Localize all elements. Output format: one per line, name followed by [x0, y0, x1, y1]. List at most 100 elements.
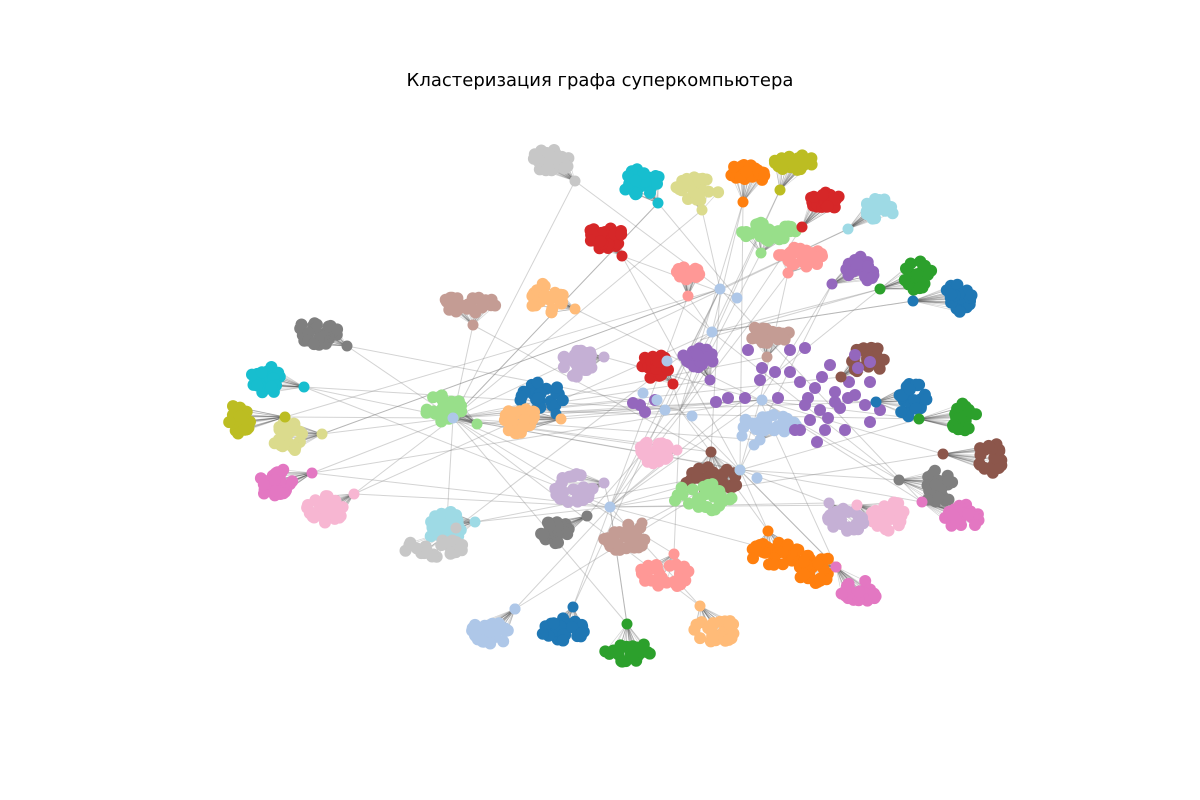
cluster-33: [973, 438, 1008, 479]
cluster-node: [277, 487, 290, 500]
cluster-node: [444, 506, 457, 519]
cluster-node: [584, 234, 597, 247]
cluster-node: [691, 188, 704, 201]
cluster-10: [773, 241, 828, 273]
cluster-node: [740, 165, 753, 178]
cluster-node: [330, 505, 343, 518]
cluster-node: [873, 362, 886, 375]
scatter-node: [816, 371, 828, 383]
cluster-node: [814, 572, 827, 585]
hub-node: [830, 561, 842, 573]
cluster-16: [439, 291, 502, 319]
cluster-node: [841, 523, 854, 536]
graph-edge: [303, 386, 681, 411]
hub-node: [668, 548, 680, 560]
hub-node: [737, 196, 749, 208]
cluster-node: [781, 538, 794, 551]
graph-edge: [711, 201, 744, 333]
cluster-node: [584, 349, 597, 362]
cluster-1: [527, 144, 575, 177]
cluster-node: [683, 497, 695, 510]
cluster-node: [246, 368, 258, 381]
cluster-node: [696, 172, 709, 185]
cluster-node: [637, 167, 650, 180]
graph-edge: [514, 506, 611, 610]
cluster-node: [578, 488, 591, 501]
cluster-node: [816, 250, 828, 263]
central-hub-node: [706, 326, 718, 338]
cluster-50: [635, 558, 695, 592]
cluster-node: [527, 405, 539, 418]
cluster-46: [598, 518, 651, 556]
hub-node: [762, 525, 774, 537]
cluster-node: [822, 513, 835, 526]
scatter-node: [819, 424, 831, 436]
graph-edge: [311, 417, 454, 474]
cluster-node: [531, 392, 544, 405]
cluster-node: [651, 177, 663, 190]
cluster-node: [536, 627, 549, 640]
cluster-node: [947, 509, 959, 522]
cluster-node: [768, 424, 781, 437]
hub-node: [761, 351, 773, 363]
central-hub-node: [731, 292, 743, 304]
cluster-node: [728, 160, 741, 173]
cluster-node: [227, 400, 239, 413]
cluster-node: [429, 407, 442, 420]
cluster-node: [798, 555, 810, 568]
hub-node: [279, 411, 291, 423]
cluster-node: [451, 303, 464, 316]
cluster-node: [518, 413, 531, 426]
scatter-node: [799, 342, 811, 354]
hub-node: [705, 446, 717, 458]
cluster-node: [567, 369, 579, 382]
cluster-spoke: [248, 416, 286, 429]
hub-node: [755, 247, 767, 259]
figure-title: Кластеризация графа суперкомпьютера: [406, 70, 794, 91]
cluster-node: [739, 413, 752, 426]
graph-edge: [452, 417, 628, 625]
cluster-node: [744, 227, 757, 240]
graph-edge: [321, 288, 721, 435]
cluster-node: [777, 332, 790, 345]
hub-node: [569, 303, 581, 315]
graph-edge: [739, 469, 900, 481]
cluster-node: [982, 439, 995, 452]
scatter-node: [784, 344, 796, 356]
cluster-node: [703, 479, 716, 492]
graph-edge: [711, 300, 914, 333]
hub-node: [782, 267, 794, 279]
cluster-node: [234, 410, 247, 423]
cluster-node: [515, 390, 528, 403]
scatter-node: [824, 359, 836, 371]
hub-node: [667, 378, 679, 390]
cluster-node: [455, 539, 468, 552]
graph-edge: [679, 409, 837, 568]
cluster-node: [727, 627, 740, 640]
graph-edge: [609, 295, 689, 508]
cluster-node: [644, 186, 656, 199]
cluster-node: [895, 406, 908, 418]
cluster-node: [554, 296, 567, 309]
scatter-node: [710, 396, 722, 408]
cluster-node: [669, 494, 681, 507]
graph-edge: [472, 324, 741, 471]
cluster-node: [307, 337, 320, 350]
cluster-node: [872, 509, 885, 522]
hub-node: [598, 477, 610, 489]
scatter-node: [742, 344, 754, 356]
cluster-node: [663, 559, 676, 572]
cluster-45: [535, 516, 575, 550]
cluster-node: [758, 169, 771, 182]
cluster-node: [951, 278, 964, 291]
scatter-node: [802, 392, 814, 404]
cluster-54: [688, 615, 740, 648]
hub-node: [616, 250, 628, 262]
cluster-node: [435, 539, 448, 552]
cluster-node: [556, 150, 568, 163]
scatter-node: [829, 386, 841, 398]
graph-edge: [609, 453, 944, 508]
hub-node: [826, 278, 838, 290]
